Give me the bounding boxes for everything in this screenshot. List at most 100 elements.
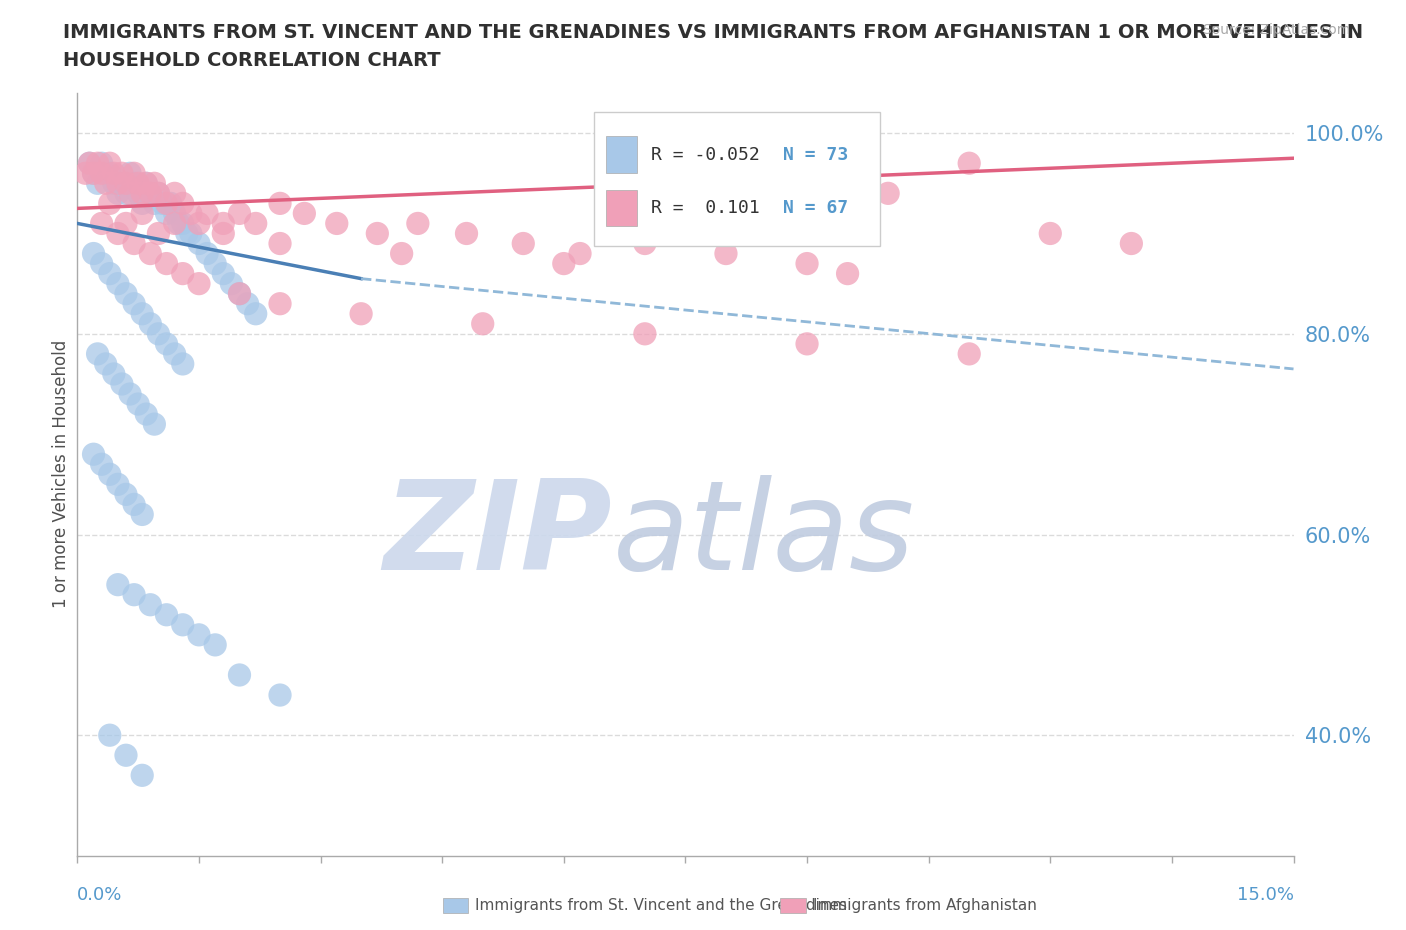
Point bbox=[107, 578, 129, 592]
Point bbox=[471, 316, 494, 331]
Point bbox=[139, 597, 162, 612]
Point bbox=[139, 246, 162, 261]
Point bbox=[98, 266, 121, 281]
Point bbox=[86, 176, 108, 191]
Point bbox=[107, 176, 129, 191]
Point bbox=[195, 206, 218, 220]
Point bbox=[139, 186, 162, 201]
Point bbox=[188, 276, 211, 291]
Point bbox=[159, 196, 181, 211]
Point bbox=[143, 196, 166, 211]
Point bbox=[228, 206, 250, 220]
Point bbox=[115, 286, 138, 301]
Point bbox=[204, 256, 226, 271]
Point bbox=[269, 297, 291, 312]
Point bbox=[163, 216, 186, 231]
Point bbox=[155, 196, 177, 211]
Point bbox=[143, 176, 166, 191]
Point bbox=[188, 216, 211, 231]
Point bbox=[569, 246, 592, 261]
Point bbox=[155, 607, 177, 622]
Point bbox=[163, 186, 186, 201]
Text: R = -0.052: R = -0.052 bbox=[651, 146, 761, 164]
Text: 15.0%: 15.0% bbox=[1236, 886, 1294, 904]
Point bbox=[94, 176, 117, 191]
Point bbox=[118, 166, 141, 180]
Point bbox=[115, 487, 138, 502]
Point bbox=[103, 176, 125, 191]
Point bbox=[122, 497, 145, 512]
Point bbox=[292, 206, 315, 220]
Point bbox=[957, 156, 980, 171]
Point bbox=[83, 246, 105, 261]
Point bbox=[115, 748, 138, 763]
Point bbox=[1039, 226, 1062, 241]
Point bbox=[107, 276, 129, 291]
Point bbox=[1121, 236, 1143, 251]
Point bbox=[86, 156, 108, 171]
Point bbox=[90, 256, 112, 271]
Point bbox=[176, 226, 198, 241]
Point bbox=[236, 297, 259, 312]
Point bbox=[86, 347, 108, 362]
Point bbox=[366, 226, 388, 241]
Point bbox=[512, 236, 534, 251]
Point bbox=[83, 166, 105, 180]
Point bbox=[155, 256, 177, 271]
Point bbox=[115, 176, 138, 191]
Point bbox=[115, 186, 138, 201]
Point bbox=[148, 226, 170, 241]
Point bbox=[122, 236, 145, 251]
Point bbox=[79, 156, 101, 171]
Text: atlas: atlas bbox=[613, 475, 914, 596]
Text: R =  0.101: R = 0.101 bbox=[651, 199, 761, 217]
Point bbox=[118, 186, 141, 201]
Point bbox=[180, 206, 202, 220]
Point bbox=[131, 306, 153, 321]
Point bbox=[245, 216, 267, 231]
Point bbox=[837, 266, 859, 281]
Point bbox=[90, 156, 112, 171]
Point bbox=[111, 166, 134, 180]
Point bbox=[212, 216, 235, 231]
Point bbox=[172, 216, 194, 231]
Point bbox=[155, 206, 177, 220]
Point bbox=[195, 246, 218, 261]
Point bbox=[180, 226, 202, 241]
Point bbox=[131, 768, 153, 783]
Point bbox=[135, 176, 157, 191]
Point bbox=[135, 176, 157, 191]
Point bbox=[139, 316, 162, 331]
Point bbox=[163, 206, 186, 220]
Point bbox=[90, 457, 112, 472]
Point bbox=[127, 186, 149, 201]
Point bbox=[172, 196, 194, 211]
Point bbox=[456, 226, 478, 241]
Point bbox=[103, 166, 125, 180]
Point bbox=[155, 337, 177, 352]
Point bbox=[122, 166, 145, 180]
Point bbox=[350, 306, 373, 321]
Point bbox=[269, 236, 291, 251]
Text: HOUSEHOLD CORRELATION CHART: HOUSEHOLD CORRELATION CHART bbox=[63, 51, 441, 70]
Point bbox=[111, 176, 134, 191]
Point bbox=[212, 266, 235, 281]
Point bbox=[107, 477, 129, 492]
Point bbox=[245, 306, 267, 321]
Point bbox=[98, 467, 121, 482]
Y-axis label: 1 or more Vehicles in Household: 1 or more Vehicles in Household bbox=[52, 340, 70, 608]
Point bbox=[131, 186, 153, 201]
Point bbox=[131, 206, 153, 220]
Text: ZIP: ZIP bbox=[384, 475, 613, 596]
Point bbox=[90, 216, 112, 231]
Point bbox=[98, 728, 121, 743]
Point bbox=[115, 216, 138, 231]
Point bbox=[204, 637, 226, 652]
Text: IMMIGRANTS FROM ST. VINCENT AND THE GRENADINES VS IMMIGRANTS FROM AFGHANISTAN 1 : IMMIGRANTS FROM ST. VINCENT AND THE GREN… bbox=[63, 23, 1364, 42]
Point bbox=[172, 356, 194, 371]
Point bbox=[148, 326, 170, 341]
Point bbox=[228, 286, 250, 301]
Point bbox=[83, 166, 105, 180]
Point bbox=[212, 226, 235, 241]
Point bbox=[172, 266, 194, 281]
